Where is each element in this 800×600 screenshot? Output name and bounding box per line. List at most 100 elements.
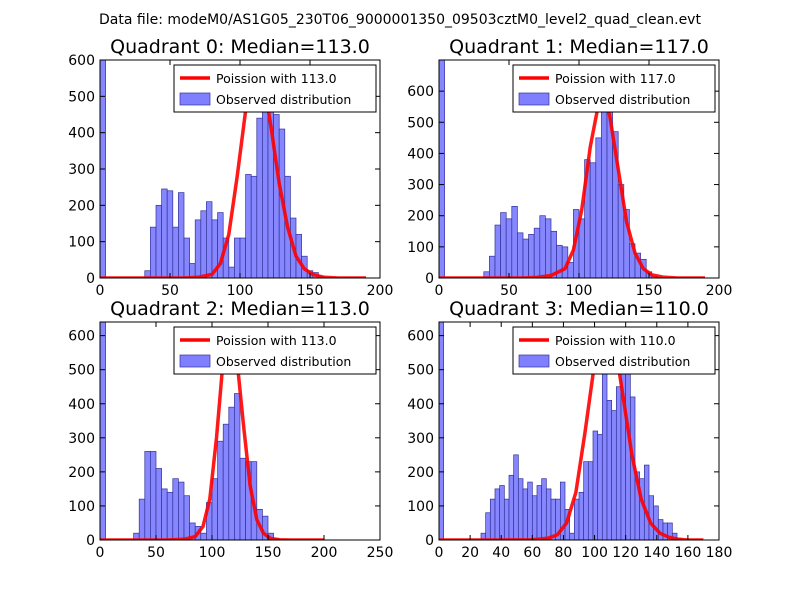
histogram-bar — [517, 232, 524, 278]
y-tick-label: 600 — [407, 84, 434, 100]
x-tick-label: 100 — [566, 283, 593, 299]
histogram-bar — [222, 423, 230, 540]
x-tick-label: 200 — [311, 545, 338, 561]
histogram-bar — [228, 406, 235, 540]
histogram-bar — [643, 464, 650, 540]
y-tick-label: 600 — [407, 329, 434, 345]
histogram-bar — [615, 386, 622, 540]
panel-title: Quadrant 1: Median=117.0 — [449, 36, 709, 58]
histogram-bar — [485, 512, 491, 540]
x-tick-label: 0 — [96, 545, 105, 561]
histogram-bar — [505, 218, 513, 278]
x-tick-label: 250 — [367, 545, 394, 561]
legend: Poission with 117.0 Observed distribution — [512, 64, 716, 113]
histogram-bar — [592, 430, 599, 540]
x-tick-label: 0 — [435, 545, 444, 561]
histogram-bar — [245, 174, 252, 278]
histogram-bar — [144, 451, 151, 540]
histogram-bar — [194, 219, 202, 278]
histogram-bar — [489, 498, 496, 540]
histogram-bar — [531, 495, 538, 540]
x-tick-label: 140 — [643, 545, 670, 561]
histogram-bar — [161, 488, 168, 540]
histogram-bar — [183, 495, 190, 540]
x-tick-label: 100 — [581, 545, 608, 561]
x-tick-label: 150 — [636, 283, 663, 299]
histogram-bar — [155, 468, 162, 540]
panel-quadrant-2: Quadrant 2: Median=113.0 0 50 100 150 200 250 0… — [68, 298, 393, 561]
x-tick-label: 150 — [297, 283, 324, 299]
y-tick-label: 500 — [407, 363, 434, 379]
histogram-bar — [161, 188, 168, 278]
legend-bar-label: Observed distribution — [555, 354, 690, 369]
y-tick-label: 200 — [407, 209, 434, 225]
y-tick-label: 300 — [407, 431, 434, 447]
x-tick-label: 160 — [675, 545, 702, 561]
x-tick-label: 200 — [367, 283, 394, 299]
histogram-bar — [178, 192, 185, 278]
y-tick-label: 400 — [407, 146, 434, 162]
histogram-bar — [234, 393, 241, 540]
histogram-bar — [601, 355, 608, 540]
y-tick-label: 0 — [425, 533, 434, 549]
histogram-bar — [578, 218, 585, 278]
x-tick-label: 150 — [255, 545, 282, 561]
x-tick-label: 100 — [199, 545, 226, 561]
axes-frame — [438, 321, 720, 541]
legend: Poission with 110.0 Observed distribution — [512, 326, 716, 375]
y-tick-label: 200 — [68, 465, 95, 481]
histogram-bar — [578, 491, 585, 540]
y-tick-label: 500 — [68, 363, 95, 379]
histogram-bar — [183, 237, 190, 278]
x-tick-label: 20 — [461, 545, 479, 561]
y-tick-label: 400 — [68, 126, 95, 142]
histogram-bar — [211, 478, 218, 540]
histogram-bar — [522, 238, 529, 278]
histogram-bar — [573, 498, 580, 540]
x-tick-label: 0 — [96, 283, 105, 299]
plot-area — [100, 322, 324, 540]
histogram-bar — [513, 454, 519, 540]
histogram-bar — [625, 372, 631, 540]
histogram-bar — [256, 117, 263, 278]
histogram-bar — [172, 226, 179, 278]
y-tick-label: 0 — [86, 271, 95, 287]
panel-title: Quadrant 2: Median=113.0 — [110, 298, 370, 320]
histogram-bar — [217, 440, 224, 540]
y-tick-label: 200 — [68, 198, 95, 214]
legend-bar-swatch — [518, 354, 550, 368]
x-tick-label: 80 — [555, 545, 573, 561]
histogram-bar — [494, 488, 501, 540]
histogram-bar — [539, 215, 546, 278]
histogram-bar — [234, 237, 241, 278]
histogram-bar — [569, 532, 575, 540]
legend-bar-swatch — [179, 92, 211, 106]
panel-quadrant-3: Quadrant 3: Median=110.00 20 40 60 80 100 120 1… — [407, 298, 732, 561]
histogram-bar — [178, 481, 185, 540]
histogram-bar — [100, 322, 106, 540]
legend-bar-label: Observed distribution — [216, 92, 351, 107]
y-tick-label: 0 — [425, 271, 434, 287]
legend: Poission with 113.0 Observed distribution — [173, 326, 377, 375]
y-tick-label: 400 — [68, 397, 95, 413]
x-tick-label: 200 — [706, 283, 733, 299]
histogram-bar — [601, 97, 608, 278]
histogram-bar — [155, 204, 162, 278]
y-tick-label: 100 — [407, 499, 434, 515]
y-tick-label: 300 — [68, 162, 95, 178]
x-tick-label: 40 — [492, 545, 510, 561]
x-tick-label: 0 — [435, 283, 444, 299]
figure-title: Data file: modeM0/AS1G05_230T06_90000013… — [99, 12, 701, 28]
legend-bar-swatch — [179, 354, 211, 368]
x-tick-label: 120 — [612, 545, 639, 561]
plot-area — [439, 322, 704, 540]
histogram-bar — [595, 137, 602, 278]
panel-title: Quadrant 0: Median=113.0 — [110, 36, 370, 58]
histogram-bar — [528, 234, 535, 278]
x-tick-label: 50 — [147, 545, 165, 561]
x-tick-label: 60 — [523, 545, 541, 561]
histogram-bar — [489, 255, 496, 278]
histogram-bar — [166, 190, 174, 278]
histogram-bar — [206, 201, 213, 278]
